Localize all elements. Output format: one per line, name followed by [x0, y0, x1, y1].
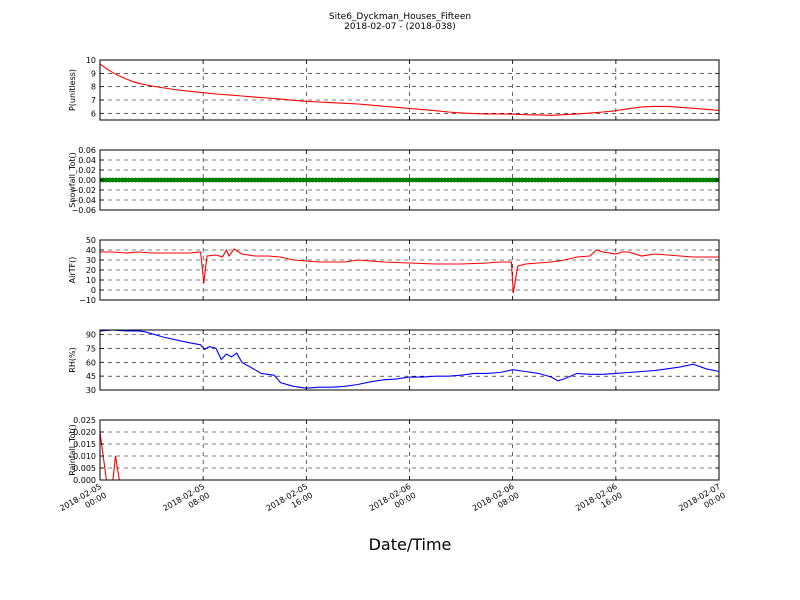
panel-2: −0.06−0.04−0.020.000.020.040.06Snowfall_… — [68, 146, 720, 215]
panel-data — [100, 177, 719, 183]
y-tick-label: 8 — [91, 83, 96, 92]
y-tick-label: −0.04 — [71, 196, 96, 205]
y-tick-label: 90 — [86, 331, 96, 340]
x-tick-label: 2018-02-0516:00 — [265, 482, 315, 522]
y-tick-label: 20 — [86, 266, 96, 275]
y-tick-label: 75 — [86, 344, 96, 353]
panel-5: 0.000 0.005 0.010 0.015 0.020 0.025Rainfall_T… — [68, 416, 720, 485]
y-tick-label: 30 — [86, 256, 96, 265]
panel-data — [100, 431, 719, 480]
y-tick-label: 0.06 — [78, 146, 96, 155]
panel-data — [100, 330, 719, 389]
y-axis-label: AirTF() — [68, 257, 77, 284]
y-tick-label: 0.000 — [73, 476, 96, 485]
panel-1: 6 7 8 9 10 P(unitless) — [68, 56, 720, 121]
y-tick-label: 50 — [86, 236, 96, 245]
chart-subtitle: 2018-02-07 - (2018-038) — [344, 22, 456, 32]
y-axis-label: P(unitless) — [68, 69, 77, 111]
x-tick-label: 2018-02-0700:00 — [677, 482, 727, 522]
y-tick-label: −10 — [79, 296, 96, 305]
y-tick-label: 0.025 — [73, 416, 96, 425]
y-tick-label: 10 — [86, 56, 96, 65]
y-tick-label: 60 — [86, 358, 96, 367]
y-tick-label: 10 — [86, 276, 96, 285]
x-tick-label: 2018-02-0508:00 — [161, 482, 211, 522]
x-tick-label: 2018-02-0600:00 — [368, 482, 418, 522]
y-axis-label: Snowfall_Tot() — [68, 152, 77, 208]
y-tick-label: 0.02 — [78, 166, 96, 175]
y-tick-label: 0 — [91, 286, 96, 295]
chart-panels: 678910P(unitless)−0.06−0.04−0.020.000.02… — [68, 56, 720, 485]
x-tick-label: 2018-02-0608:00 — [471, 482, 521, 522]
y-tick-label: 9 — [91, 69, 96, 78]
y-tick-label: −0.02 — [71, 186, 96, 195]
x-axis: 2018-02-0500:00 2018-02-0508:00 2018-02-05… — [58, 482, 727, 522]
series-line — [100, 330, 719, 389]
chart-title: Site6_Dyckman_Houses_Fifteen — [329, 12, 471, 22]
panel-data — [100, 63, 719, 116]
y-tick-label: 45 — [86, 372, 96, 381]
y-tick-label: 7 — [91, 96, 96, 105]
y-tick-label: 30 — [86, 386, 96, 395]
y-tick-label: 6 — [91, 109, 96, 118]
y-tick-label: 0.020 — [73, 428, 96, 437]
x-tick-label: 2018-02-0500:00 — [58, 482, 108, 522]
panel-4: 30 45 60 75 90 RH(%) — [68, 329, 720, 395]
y-tick-label: 0.015 — [73, 440, 96, 449]
y-tick-label: 0.04 — [78, 156, 96, 165]
series-line — [100, 248, 719, 294]
y-tick-label: −0.06 — [71, 206, 96, 215]
y-axis-label: RH(%) — [68, 347, 77, 372]
y-axis-label: Rainfall_Tot() — [68, 424, 77, 476]
series-line — [100, 431, 719, 480]
panel-data — [100, 248, 719, 294]
y-tick-label: 0.010 — [73, 452, 96, 461]
series-line — [100, 63, 719, 116]
y-tick-label: 0.005 — [73, 464, 96, 473]
y-tick-label: 0.00 — [78, 176, 96, 185]
x-tick-label: 2018-02-0616:00 — [574, 482, 624, 522]
y-tick-label: 40 — [86, 246, 96, 255]
chart-header: Site6_Dyckman_Houses_Fifteen 2018-02-07 … — [329, 12, 471, 32]
x-axis-label: Date/Time — [369, 535, 452, 554]
